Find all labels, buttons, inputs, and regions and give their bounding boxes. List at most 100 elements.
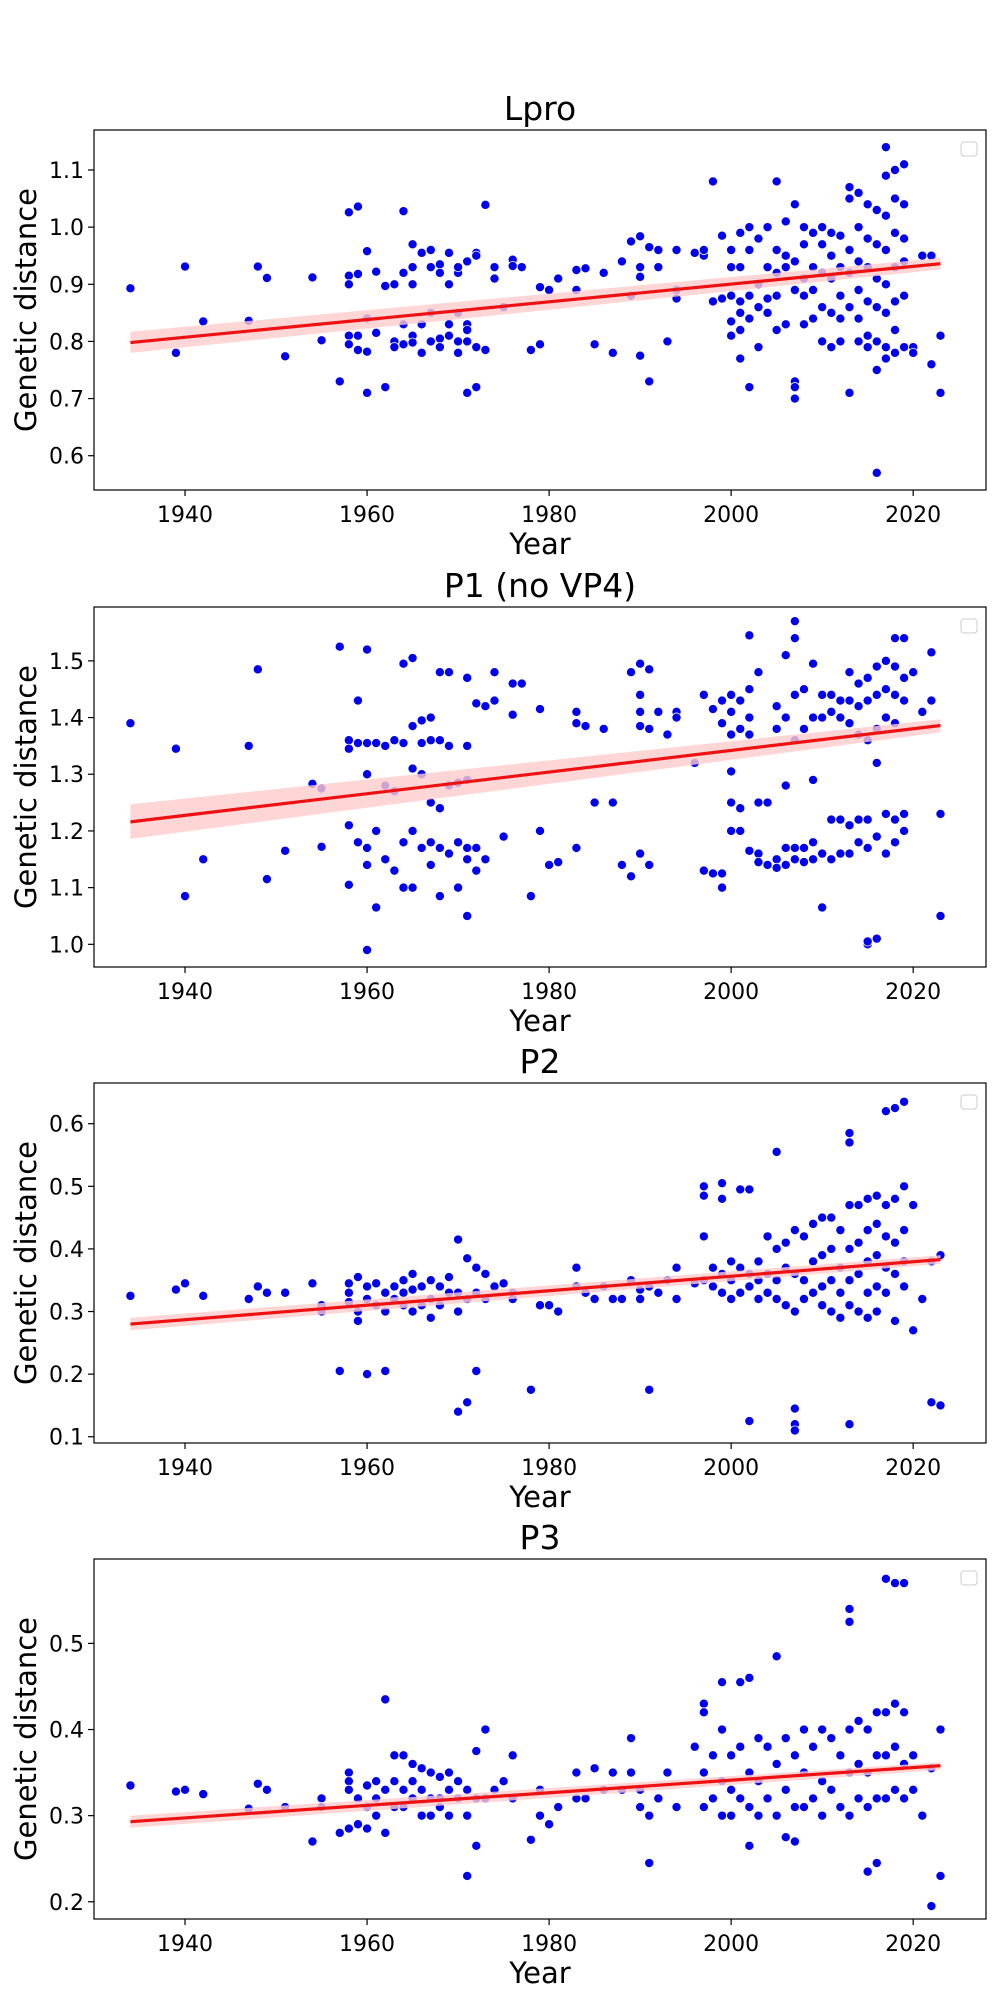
data-point (789, 633, 800, 644)
data-point (425, 735, 436, 746)
data-point (644, 242, 655, 253)
data-point (480, 854, 491, 865)
data-point (717, 868, 728, 879)
data-point (935, 1724, 946, 1735)
y-tick-label: 1.2 (49, 820, 84, 845)
data-point (462, 842, 473, 853)
data-point (835, 1225, 846, 1236)
data-point (407, 239, 418, 250)
x-tick-label: 1960 (339, 1456, 395, 1481)
data-point (771, 290, 782, 301)
data-point (862, 296, 873, 307)
data-point (434, 891, 445, 902)
data-point (717, 1724, 728, 1735)
data-point (771, 854, 782, 865)
data-point (862, 1802, 873, 1813)
data-point (871, 204, 882, 215)
data-point (789, 1306, 800, 1317)
data-point (698, 1767, 709, 1778)
data-point (880, 342, 891, 353)
data-point (853, 701, 864, 712)
data-point (917, 1810, 928, 1821)
data-point (771, 1810, 782, 1821)
data-point (316, 841, 327, 852)
data-point (862, 342, 873, 353)
data-point (198, 316, 209, 327)
data-point (762, 1741, 773, 1752)
data-point (735, 695, 746, 706)
data-point (371, 825, 382, 836)
data-point (899, 199, 910, 210)
data-point (507, 678, 518, 689)
data-point (671, 712, 682, 723)
data-point (853, 1758, 864, 1769)
data-point (744, 382, 755, 393)
data-point (717, 718, 728, 729)
data-point (689, 1741, 700, 1752)
data-point (653, 706, 664, 717)
data-point (871, 1306, 882, 1317)
data-point (889, 193, 900, 204)
data-point (926, 647, 937, 658)
data-point (826, 250, 837, 261)
data-point (635, 1802, 646, 1813)
data-point (644, 376, 655, 387)
chart-panel-3: 1940 1960 1980 2000 2020 0.1 0.2 0.3 0.4 0.5 0.6 P2… (9, 1042, 987, 1514)
data-point (544, 1300, 555, 1311)
axes-frame (93, 606, 987, 968)
data-point (434, 842, 445, 853)
data-point (844, 1810, 855, 1821)
data-point (862, 330, 873, 341)
data-point (653, 244, 664, 255)
y-axis-label: Genetic distance (9, 665, 43, 909)
data-point (616, 859, 627, 870)
x-axis-label: Year (508, 1004, 570, 1038)
data-point (726, 290, 737, 301)
data-point (362, 1780, 373, 1791)
data-point (817, 1724, 828, 1735)
data-point (808, 1793, 819, 1804)
data-point (889, 837, 900, 848)
data-point (453, 882, 464, 893)
data-point (935, 1870, 946, 1881)
data-point (717, 230, 728, 241)
data-point (416, 247, 427, 258)
data-point (853, 814, 864, 825)
data-point (844, 1616, 855, 1627)
data-point (826, 1243, 837, 1254)
data-point (434, 333, 445, 344)
data-point (735, 1287, 746, 1298)
data-point (307, 272, 318, 283)
data-point (798, 222, 809, 233)
data-point (626, 871, 637, 882)
x-axis-label: Year (508, 1956, 570, 1990)
data-point (316, 1793, 327, 1804)
data-point (853, 313, 864, 324)
data-point (453, 336, 464, 347)
data-point (343, 1287, 354, 1298)
data-point (762, 1231, 773, 1242)
data-point (362, 738, 373, 749)
data-point (798, 857, 809, 868)
data-point (380, 1366, 391, 1377)
data-point (352, 738, 363, 749)
data-point (844, 1128, 855, 1139)
data-point (498, 1278, 509, 1289)
data-point (744, 1672, 755, 1683)
data-point (343, 270, 354, 281)
data-point (698, 865, 709, 876)
data-point (817, 1810, 828, 1821)
data-point (780, 859, 791, 870)
data-point (862, 199, 873, 210)
data-point (453, 347, 464, 358)
data-point (471, 1746, 482, 1757)
data-point (498, 1776, 509, 1787)
data-point (352, 1315, 363, 1326)
data-point (334, 641, 345, 652)
y-tick-label: 0.4 (49, 1719, 84, 1744)
data-point (425, 262, 436, 273)
data-point (407, 262, 418, 273)
data-point (926, 695, 937, 706)
data-point (817, 902, 828, 913)
y-tick-label: 0.1 (49, 1426, 84, 1451)
